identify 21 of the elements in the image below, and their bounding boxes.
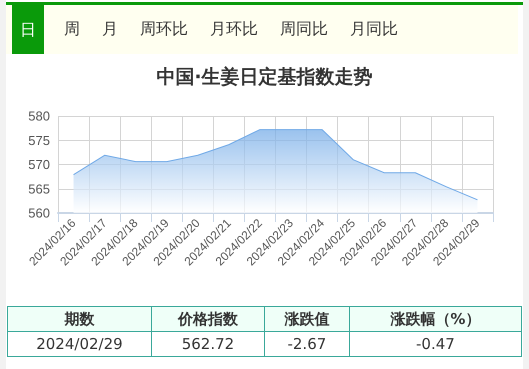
- text: 期数: [8, 306, 152, 332]
- text: 价格指数: [151, 306, 264, 332]
- text: 涨跌幅（%）: [349, 306, 522, 332]
- text: -0.47: [349, 332, 522, 356]
- text: 周: [64, 19, 80, 40]
- y-tick-label: 560: [28, 206, 50, 220]
- y-tick-label: 570: [28, 157, 50, 172]
- y-tick-label: 565: [28, 181, 50, 196]
- text: 周环比: [140, 19, 188, 40]
- text: 月环比: [210, 19, 258, 40]
- text: 日: [12, 5, 44, 54]
- text: 2024/02/29: [8, 332, 152, 356]
- text: -2.67: [264, 332, 350, 356]
- chart-title: 中国·生姜日定基指数走势: [155, 65, 374, 90]
- text: 月: [102, 19, 118, 40]
- y-tick-label: 580: [28, 108, 50, 124]
- text: 562.72: [151, 332, 264, 356]
- y-tick-label: 575: [28, 132, 50, 148]
- text: 周同比: [280, 19, 328, 40]
- text: 月同比: [350, 19, 398, 40]
- text: 涨跌值: [264, 306, 350, 332]
